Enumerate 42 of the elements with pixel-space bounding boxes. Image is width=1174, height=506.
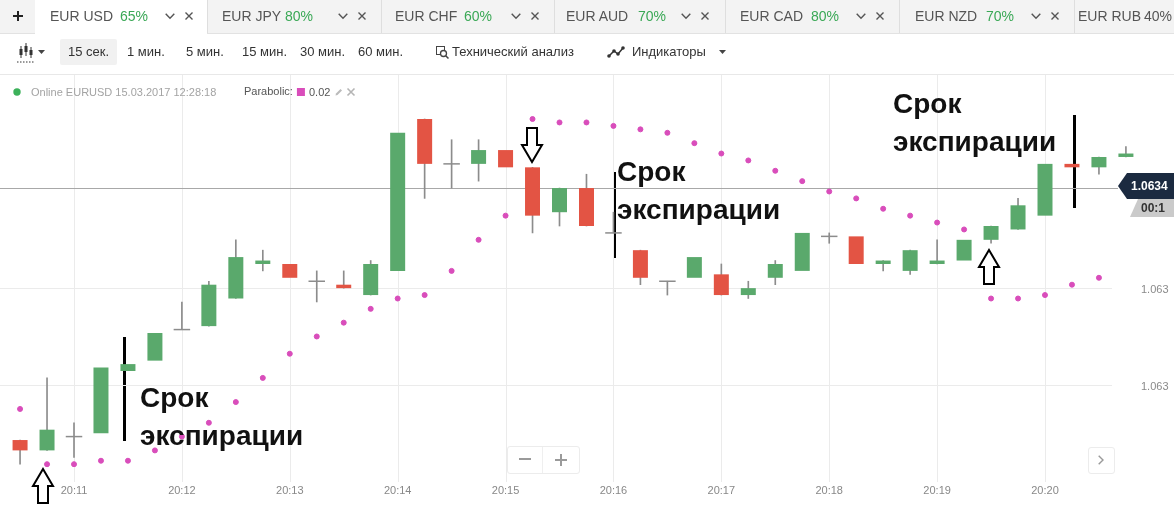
text: 1 мин.: [127, 44, 165, 60]
text: 70%: [986, 7, 1015, 25]
text: 1.0634: [1118, 173, 1174, 199]
x-tick-label: 20:13: [276, 483, 304, 496]
x-tick-label: 20:15: [491, 483, 520, 496]
chart-title: Online EURUSD 15.03.2017 12:28:18: [31, 85, 217, 99]
text: 15 мин.: [242, 44, 288, 60]
text: 70%: [638, 7, 667, 25]
text: EUR USD: [50, 7, 114, 25]
x-tick-label: 20:16: [599, 483, 628, 496]
text: 15 сек.: [68, 44, 110, 60]
annotation: Срок экспирации: [140, 381, 304, 453]
x-tick-label: 20:19: [923, 483, 951, 496]
text: EUR AUD: [566, 7, 629, 25]
text: 00:1: [1130, 199, 1174, 217]
annotation: Срок экспирации: [617, 155, 781, 227]
text: Технический анализ: [452, 44, 574, 60]
x-tick-label: 20:14: [383, 483, 412, 496]
annotation: Срок экспирации: [893, 87, 1057, 159]
text: 40%: [1144, 7, 1173, 25]
text: EUR CAD: [740, 7, 804, 25]
text: 80%: [811, 7, 840, 25]
text: EUR NZD: [915, 7, 978, 25]
text: 5 мин.: [186, 44, 224, 60]
text: EUR CHF: [395, 7, 458, 25]
text: 60%: [464, 7, 493, 25]
text: 80%: [285, 7, 314, 25]
text: 0.02: [309, 85, 331, 99]
text: 1.063: [1141, 379, 1169, 393]
x-tick-label: 20:11: [60, 483, 88, 496]
x-tick-label: 20:20: [1031, 483, 1059, 496]
text: 60 мин.: [358, 44, 404, 60]
x-tick-label: 20:12: [168, 483, 196, 496]
text: EUR JPY: [222, 7, 282, 25]
text: Индикаторы: [632, 44, 706, 60]
text: 65%: [120, 7, 149, 25]
x-tick-label: 20:17: [707, 483, 736, 496]
text: EUR RUB: [1078, 7, 1142, 25]
text: 30 мин.: [300, 44, 346, 60]
text: 1.063: [1141, 282, 1169, 296]
legend-label: Parabolic:: [244, 85, 293, 98]
x-tick-label: 20:18: [815, 483, 843, 496]
